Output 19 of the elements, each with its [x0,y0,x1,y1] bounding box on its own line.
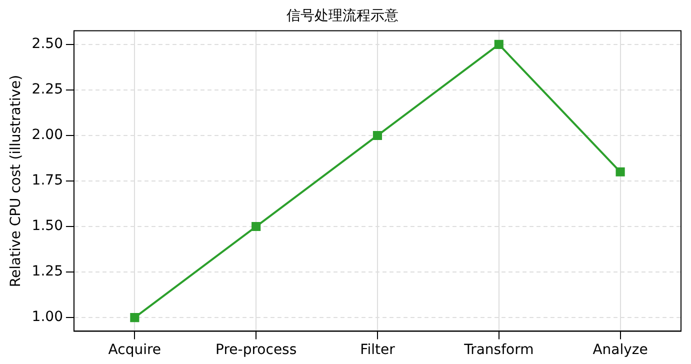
x-tick-label: Pre-process [216,342,297,358]
point [252,222,261,232]
chart-title: 信号处理流程示意 [286,8,398,24]
x-tick-label: Filter [360,342,396,358]
y-axis-title: Relative CPU cost (illustrative) [8,74,24,288]
y-tick-label: 2.25 [32,82,63,98]
y-tick-label: 1.50 [32,218,63,234]
point [616,167,625,176]
y-tick-label: 2.50 [32,36,63,52]
point [372,130,382,140]
y-tick-label: 1.25 [32,264,63,280]
point [494,40,504,49]
point [130,313,140,322]
x-tick-label: Acquire [108,342,162,358]
x-tick-label: Transform [463,342,534,358]
x-tick-label: Analyze [592,342,648,358]
y-tick-label: 1.00 [32,309,63,326]
y-tick-label: 2.00 [32,127,63,144]
y-tick-label: 1.75 [32,172,63,189]
